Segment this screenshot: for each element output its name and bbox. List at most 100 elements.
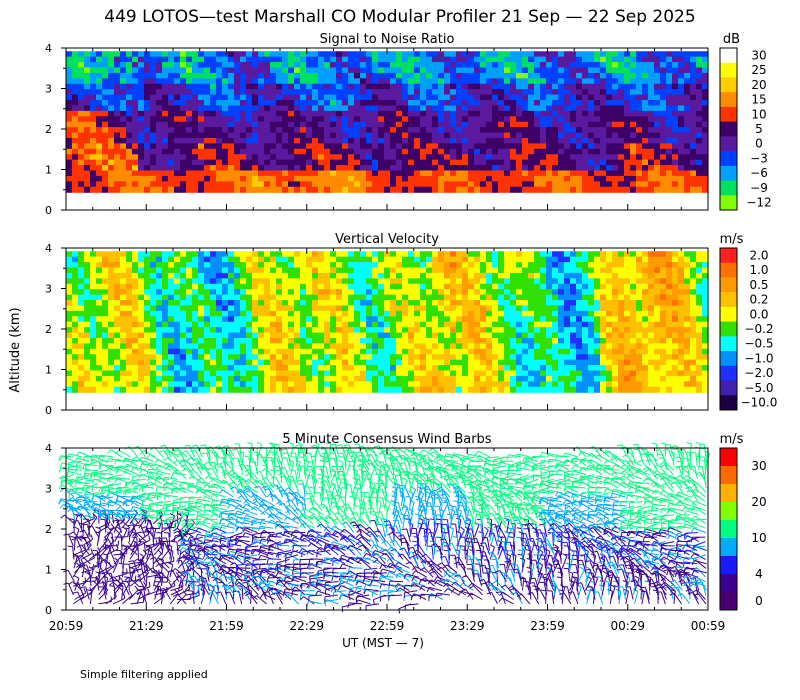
heatmap-cell (510, 116, 517, 123)
heatmap-cell (198, 289, 205, 296)
heatmap-cell (426, 175, 433, 182)
heatmap-cell (522, 132, 529, 139)
heatmap-cell (516, 51, 523, 58)
heatmap-cell (540, 89, 547, 96)
heatmap-cell (102, 289, 109, 296)
heatmap-cell (624, 127, 631, 134)
heatmap-cell (390, 89, 397, 96)
heatmap-cell (474, 132, 481, 139)
heatmap-cell (126, 321, 133, 328)
heatmap-cell (186, 154, 193, 161)
heatmap-cell (138, 256, 145, 263)
heatmap-cell (360, 294, 367, 301)
heatmap-cell (288, 67, 295, 74)
heatmap-cell (204, 278, 211, 285)
heatmap-cell (288, 310, 295, 317)
heatmap-cell (432, 267, 439, 274)
heatmap-cell (546, 278, 553, 285)
heatmap-cell (504, 83, 511, 90)
heatmap-cell (522, 262, 529, 269)
heatmap-cell (588, 121, 595, 128)
heatmap-cell (294, 365, 301, 372)
heatmap-cell (102, 294, 109, 301)
heatmap-cell (390, 348, 397, 355)
heatmap-cell (648, 78, 655, 85)
heatmap-cell (252, 127, 259, 134)
heatmap-cell (342, 262, 349, 269)
heatmap-cell (150, 165, 157, 172)
heatmap-cell (210, 370, 217, 377)
heatmap-cell (216, 359, 223, 366)
heatmap-cell (606, 175, 613, 182)
heatmap-cell (102, 143, 109, 150)
heatmap-cell (534, 375, 541, 382)
heatmap-cell (396, 354, 403, 361)
heatmap-cell (240, 310, 247, 317)
heatmap-cell (342, 375, 349, 382)
heatmap-cell (432, 62, 439, 69)
heatmap-cell (282, 56, 289, 63)
heatmap-cell (174, 354, 181, 361)
heatmap-cell (690, 62, 697, 69)
y-tick-label: 0 (45, 204, 52, 217)
heatmap-cell (546, 175, 553, 182)
heatmap-cell (342, 370, 349, 377)
heatmap-cell (408, 272, 415, 279)
heatmap-cell (690, 72, 697, 79)
heatmap-cell (492, 381, 499, 388)
heatmap-cell (168, 110, 175, 117)
heatmap-cell (570, 51, 577, 58)
heatmap-cell (342, 83, 349, 90)
heatmap-cell (420, 381, 427, 388)
heatmap-cell (588, 175, 595, 182)
heatmap-cell (456, 89, 463, 96)
heatmap-cell (354, 148, 361, 155)
heatmap-cell (102, 332, 109, 339)
heatmap-cell (612, 170, 619, 177)
heatmap-cell (384, 310, 391, 317)
heatmap-cell (90, 321, 97, 328)
heatmap-cell (180, 370, 187, 377)
heatmap-cell (90, 354, 97, 361)
heatmap-cell (246, 359, 253, 366)
heatmap-cell (456, 343, 463, 350)
heatmap-cell (402, 110, 409, 117)
heatmap-cell (420, 175, 427, 182)
heatmap-cell (144, 337, 151, 344)
heatmap-cell (312, 62, 319, 69)
heatmap-cell (432, 51, 439, 58)
heatmap-cell (402, 94, 409, 101)
heatmap-cell (378, 283, 385, 290)
heatmap-cell (522, 116, 529, 123)
heatmap-cell (510, 294, 517, 301)
heatmap-cell (522, 62, 529, 69)
heatmap-cell (126, 56, 133, 63)
heatmap-cell (462, 348, 469, 355)
heatmap-cell (546, 272, 553, 279)
heatmap-cell (360, 62, 367, 69)
heatmap-cell (348, 365, 355, 372)
heatmap-cell (444, 300, 451, 307)
heatmap-cell (168, 62, 175, 69)
heatmap-cell (408, 94, 415, 101)
heatmap-cell (288, 272, 295, 279)
heatmap-cell (570, 72, 577, 79)
heatmap-cell (516, 359, 523, 366)
heatmap-cell (96, 262, 103, 269)
heatmap-cell (438, 110, 445, 117)
heatmap-cell (648, 105, 655, 112)
heatmap-cell (204, 67, 211, 74)
heatmap-cell (480, 100, 487, 107)
heatmap-cell (456, 305, 463, 312)
heatmap-cell (576, 186, 583, 193)
heatmap-cell (462, 262, 469, 269)
heatmap-cell (288, 78, 295, 85)
heatmap-cell (432, 127, 439, 134)
heatmap-cell (270, 316, 277, 323)
heatmap-cell (78, 251, 85, 258)
heatmap-cell (240, 267, 247, 274)
heatmap-cell (384, 381, 391, 388)
heatmap-cell (552, 78, 559, 85)
heatmap-cell (324, 83, 331, 90)
colorbar-swatch (720, 92, 737, 108)
